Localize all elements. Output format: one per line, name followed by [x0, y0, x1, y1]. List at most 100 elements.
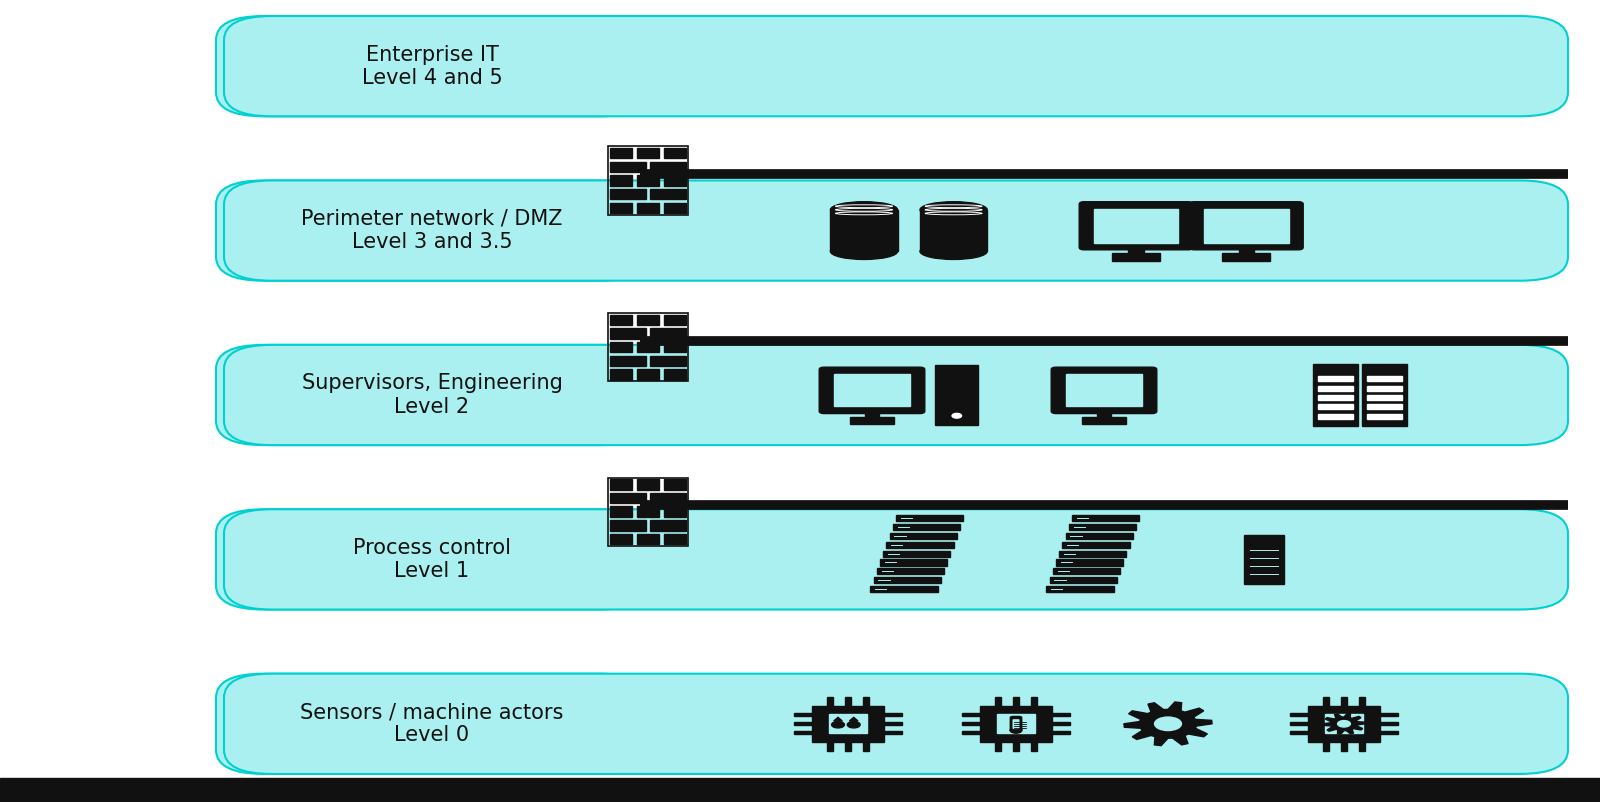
- Ellipse shape: [920, 201, 987, 218]
- Bar: [1013, 742, 1019, 751]
- FancyBboxPatch shape: [216, 345, 648, 445]
- Bar: [1325, 715, 1363, 733]
- Bar: [795, 723, 813, 725]
- Bar: [637, 175, 659, 185]
- Bar: [1341, 742, 1347, 751]
- Bar: [1366, 395, 1402, 400]
- Bar: [862, 742, 869, 751]
- Bar: [1323, 742, 1330, 751]
- Polygon shape: [1123, 702, 1213, 746]
- Bar: [651, 161, 686, 172]
- Bar: [651, 188, 686, 199]
- Bar: [883, 550, 950, 557]
- Bar: [611, 507, 632, 516]
- Bar: [664, 175, 686, 185]
- Bar: [829, 715, 867, 733]
- Bar: [866, 410, 880, 418]
- Ellipse shape: [830, 243, 898, 260]
- Bar: [637, 507, 659, 516]
- Bar: [874, 577, 941, 583]
- Bar: [1030, 742, 1037, 751]
- Bar: [1366, 414, 1402, 419]
- Bar: [1341, 697, 1347, 706]
- Bar: [611, 479, 632, 489]
- FancyBboxPatch shape: [1010, 715, 1022, 732]
- Bar: [1222, 253, 1270, 261]
- Bar: [0, 778, 1600, 802]
- Bar: [1094, 209, 1178, 242]
- Ellipse shape: [830, 201, 898, 218]
- Bar: [637, 148, 659, 159]
- Bar: [611, 492, 646, 504]
- Bar: [1366, 404, 1402, 409]
- Circle shape: [952, 413, 962, 418]
- Bar: [611, 202, 632, 213]
- FancyBboxPatch shape: [224, 509, 1568, 610]
- Bar: [896, 515, 963, 521]
- Bar: [1366, 386, 1402, 391]
- Text: Supervisors, Engineering
Level 2: Supervisors, Engineering Level 2: [301, 374, 563, 416]
- Bar: [1056, 560, 1123, 565]
- Bar: [827, 697, 834, 706]
- Bar: [1379, 731, 1397, 734]
- FancyBboxPatch shape: [216, 16, 648, 116]
- Bar: [1050, 577, 1117, 583]
- FancyBboxPatch shape: [1078, 202, 1194, 250]
- Bar: [1314, 363, 1358, 426]
- Bar: [981, 706, 1051, 742]
- Bar: [890, 533, 957, 539]
- Circle shape: [1338, 721, 1350, 727]
- Bar: [813, 706, 883, 742]
- Bar: [1318, 376, 1354, 381]
- Bar: [795, 731, 813, 734]
- Bar: [637, 202, 659, 213]
- Bar: [862, 697, 869, 706]
- Bar: [637, 314, 659, 326]
- Bar: [1098, 410, 1110, 418]
- Bar: [883, 731, 901, 734]
- Circle shape: [1155, 717, 1181, 731]
- Bar: [1128, 246, 1144, 255]
- Bar: [1051, 714, 1069, 716]
- Bar: [963, 723, 981, 725]
- Bar: [1379, 714, 1397, 716]
- Bar: [1309, 706, 1379, 742]
- Polygon shape: [1323, 714, 1365, 734]
- Text: Sensors / machine actors
Level 0: Sensors / machine actors Level 0: [301, 703, 563, 745]
- Bar: [637, 534, 659, 544]
- Bar: [845, 697, 851, 706]
- Bar: [1030, 697, 1037, 706]
- Circle shape: [832, 722, 845, 728]
- Bar: [995, 742, 1002, 751]
- Bar: [880, 560, 947, 565]
- Bar: [1238, 246, 1254, 255]
- Bar: [664, 148, 686, 159]
- Bar: [1358, 697, 1365, 706]
- Bar: [870, 586, 938, 592]
- Bar: [651, 356, 686, 366]
- Bar: [1051, 731, 1069, 734]
- FancyBboxPatch shape: [224, 180, 1568, 281]
- FancyBboxPatch shape: [224, 674, 1568, 774]
- Text: Process control
Level 1: Process control Level 1: [354, 538, 510, 581]
- Bar: [1358, 742, 1365, 751]
- Bar: [664, 202, 686, 213]
- Bar: [795, 714, 813, 716]
- Bar: [1013, 697, 1019, 706]
- Bar: [611, 520, 646, 531]
- Polygon shape: [834, 717, 842, 721]
- Bar: [1069, 524, 1136, 530]
- FancyBboxPatch shape: [819, 367, 925, 414]
- Bar: [1053, 569, 1120, 574]
- Bar: [608, 477, 688, 545]
- Bar: [963, 731, 981, 734]
- Bar: [664, 342, 686, 353]
- Bar: [1379, 723, 1397, 725]
- Bar: [664, 369, 686, 380]
- Bar: [611, 161, 646, 172]
- Circle shape: [1010, 727, 1022, 733]
- Bar: [664, 479, 686, 489]
- Bar: [963, 714, 981, 716]
- Bar: [1362, 363, 1406, 426]
- FancyBboxPatch shape: [224, 16, 1568, 116]
